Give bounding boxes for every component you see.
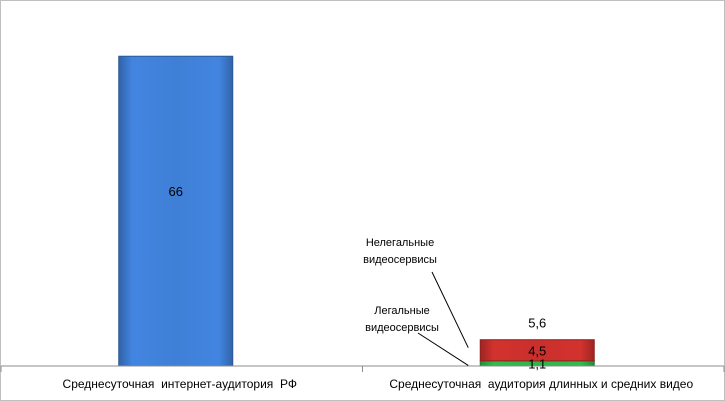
annotation-1-line-0: Легальные [374,305,429,317]
annotation-leader-1 [417,332,469,366]
annotation-0-line-1: видеосервисы [363,254,437,266]
annotation-1-line-1: видеосервисы [365,322,439,334]
annotation-leader-0 [431,271,469,348]
total-label-0: 5,6 [528,316,546,331]
data-label-0: 66 [169,184,183,199]
x-tick-label-0: Среднесуточная интернет-аудитория РФ [63,377,297,391]
annotation-0-line-0: Нелегальные [366,237,434,249]
bar-0-series-2 [118,55,234,367]
x-tick-label-1: Среднесуточная аудитория длинных и средн… [389,377,693,391]
bar-1-series-1 [479,339,595,362]
data-label-2: 4,5 [528,343,546,358]
data-label-1: 1,1 [528,356,546,371]
